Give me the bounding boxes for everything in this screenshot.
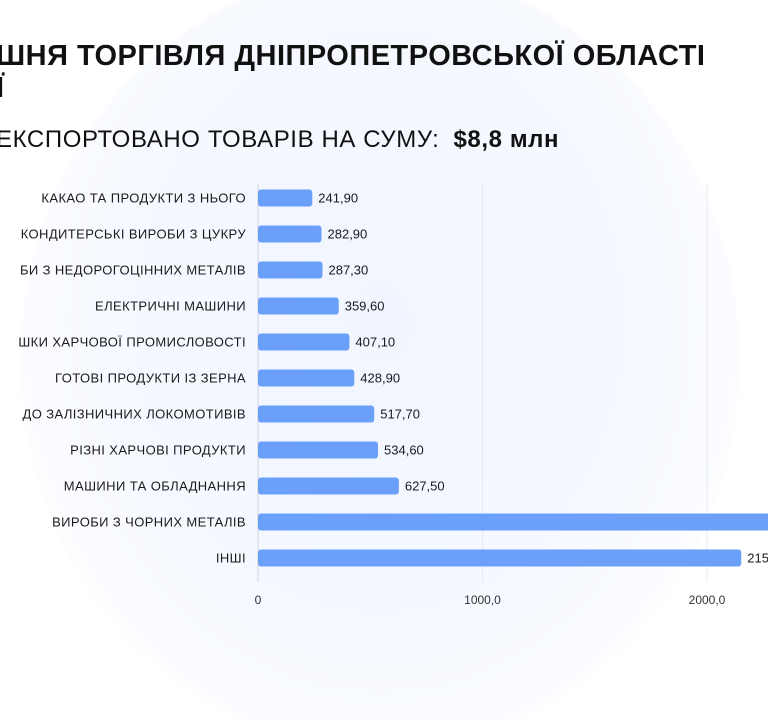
category-label: ЕЛЕКТРИЧНІ МАШИНИ	[95, 299, 246, 314]
bar	[258, 333, 350, 351]
bar	[258, 477, 399, 495]
bar	[258, 297, 339, 315]
category-label: КОНДИТЕРСЬКІ ВИРОБИ З ЦУКРУ	[21, 227, 247, 242]
data-label: 534,60	[384, 443, 424, 458]
x-tick-label: 0	[255, 593, 262, 607]
category-label: ДО ЗАЛІЗНИЧНИХ ЛОКОМОТИВІВ	[22, 407, 246, 422]
bar	[258, 513, 768, 531]
data-label: 287,30	[328, 263, 368, 278]
category-label: ВИРОБИ З ЧОРНИХ МЕТАЛІВ	[52, 515, 246, 530]
data-label: 428,90	[360, 371, 400, 386]
subtitle-text: ЕКСПОРТОВАНО ТОВАРІВ НА СУМУ:	[0, 126, 440, 153]
category-label: БИ З НЕДОРОГОЦІННИХ МЕТАЛІВ	[20, 263, 246, 278]
subtitle-sum: $8,8 млн	[453, 126, 560, 153]
category-label: МАШИНИ ТА ОБЛАДНАННЯ	[64, 479, 246, 494]
chart-title-line-2: Ї	[0, 72, 5, 104]
data-label: 517,70	[380, 407, 420, 422]
x-tick-label: 2000,0	[689, 593, 726, 607]
data-label: 241,90	[318, 191, 358, 206]
category-label: КАКАО ТА ПРОДУКТИ З НЬОГО	[41, 191, 246, 206]
data-label: 359,60	[345, 299, 385, 314]
data-label: 407,10	[355, 335, 395, 350]
bar	[258, 441, 379, 459]
bar	[258, 549, 742, 567]
bar	[258, 189, 313, 207]
chart-title-line-1: ШНЯ ТОРГІВЛЯ ДНІПРОПЕТРОВСЬКОЇ ОБЛАСТІ	[0, 40, 706, 72]
category-label: ГОТОВІ ПРОДУКТИ ІЗ ЗЕРНА	[55, 371, 246, 386]
data-label: 2152,7	[747, 551, 768, 566]
bar	[258, 261, 323, 279]
bar	[258, 369, 355, 387]
bar	[258, 225, 322, 243]
data-label: 282,90	[328, 227, 368, 242]
category-label: ІНШІ	[216, 551, 246, 566]
chart-subtitle: ЕКСПОРТОВАНО ТОВАРІВ НА СУМУ: $8,8 млн	[0, 126, 559, 154]
category-label: ШКИ ХАРЧОВОЇ ПРОМИСЛОВОСТІ	[18, 335, 246, 350]
background-circle	[20, 0, 740, 720]
data-label: 627,50	[405, 479, 445, 494]
category-label: РІЗНІ ХАРЧОВІ ПРОДУКТИ	[70, 443, 246, 458]
bar	[258, 405, 375, 423]
x-tick-label: 1000,0	[464, 593, 501, 607]
